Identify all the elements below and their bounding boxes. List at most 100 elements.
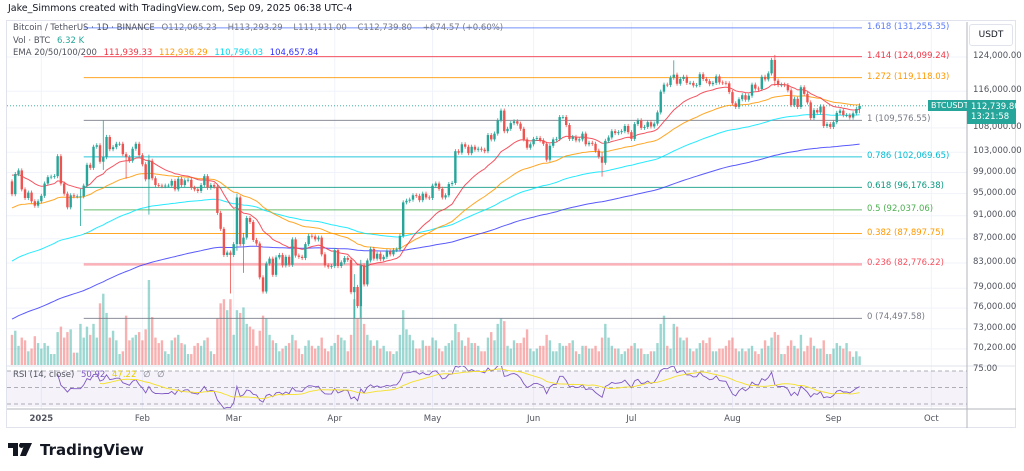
volume-bar <box>186 354 190 365</box>
candle-body <box>173 180 177 190</box>
volume-bar <box>281 348 284 365</box>
candle-body <box>186 179 190 181</box>
volume-bar <box>473 343 477 365</box>
volume-bar <box>271 340 274 365</box>
candle-body <box>480 148 483 150</box>
candle-body <box>633 124 636 139</box>
volume-bar <box>196 343 200 365</box>
candle-body <box>281 254 284 266</box>
volume-bar <box>591 348 594 365</box>
symbol-title[interactable]: Bitcoin / TetherUS · 1D · BINANCE <box>13 23 155 33</box>
candle-body <box>10 181 14 195</box>
candle-body <box>69 195 72 208</box>
volume-bar <box>796 348 799 365</box>
volume-bar <box>460 340 464 365</box>
volume-bar <box>206 337 209 365</box>
price-axis-tick: 73,000.00 <box>973 322 1017 333</box>
volume-bar <box>131 337 134 365</box>
current-price-tag: 112,739.80 13:21:58 <box>967 99 1020 124</box>
volume-bar <box>653 351 656 365</box>
candle-body <box>134 143 138 149</box>
volume-bar <box>581 345 584 365</box>
candle-body <box>786 85 790 91</box>
volume-bar <box>431 337 434 365</box>
volume-bar <box>535 348 539 365</box>
candle-body <box>578 139 581 141</box>
tradingview-logo[interactable]: TradingView <box>8 441 144 459</box>
candle-body <box>692 82 695 86</box>
candle-body <box>770 59 773 74</box>
ema-label[interactable]: EMA 20/50/100/200 <box>13 48 97 58</box>
candle-body <box>591 142 594 144</box>
volume-label[interactable]: Vol · BTC <box>13 36 51 46</box>
volume-bar <box>121 351 125 365</box>
volume-bar <box>108 337 111 365</box>
volume-bar <box>336 334 340 365</box>
candle-body <box>806 93 809 103</box>
volume-bar <box>46 345 50 365</box>
volume-bar <box>767 345 770 365</box>
volume-bar <box>53 354 56 365</box>
volume-bar <box>203 340 206 365</box>
candle-body <box>105 136 108 158</box>
volume-bar <box>587 348 591 365</box>
volume-bar <box>594 345 597 365</box>
candle-body <box>529 144 532 148</box>
volume-bar <box>353 299 356 365</box>
currency-button[interactable]: USDT <box>969 24 1013 46</box>
candle-body <box>584 133 587 145</box>
volume-bar <box>763 340 767 365</box>
candle-body <box>27 192 30 199</box>
candle-body <box>545 143 548 160</box>
symbol-price-tag: BTCUSDT <box>928 99 972 111</box>
volume-bar <box>770 337 773 365</box>
volume-bar <box>375 340 379 365</box>
candle-body <box>535 137 539 139</box>
volume-bar <box>802 351 806 365</box>
volume-bar <box>819 348 822 365</box>
candle-body <box>558 117 561 139</box>
current-price: 112,739.80 <box>971 101 1020 112</box>
volume-bar <box>675 326 679 365</box>
volume-bar <box>672 323 675 365</box>
candle-body <box>375 253 379 259</box>
candle-body <box>467 146 470 154</box>
candle-body <box>43 183 46 196</box>
volume-bar <box>261 315 265 365</box>
candle-body <box>424 193 428 198</box>
candle-body <box>450 182 454 185</box>
volume-bar <box>102 293 105 365</box>
candle-body <box>666 84 669 86</box>
close-label: C <box>357 23 364 33</box>
volume-bar <box>297 348 301 365</box>
candle-body <box>776 80 780 86</box>
volume-bar <box>714 351 718 365</box>
fib-level-label: 1.272 (119,118.03) <box>867 71 950 82</box>
candle-body <box>731 92 734 104</box>
volume-bar <box>825 354 829 365</box>
close-value: 112,739.80 <box>363 23 413 33</box>
volume-bar <box>388 351 392 365</box>
candle-body <box>98 145 102 162</box>
candle-body <box>835 112 838 123</box>
volume-bar <box>49 354 53 365</box>
volume-bar <box>799 334 803 365</box>
candle-body <box>796 98 799 107</box>
candle-body <box>304 244 307 259</box>
candle-body <box>851 113 855 118</box>
volume-bar <box>780 354 783 365</box>
candle-body <box>317 237 320 240</box>
volume-bar <box>382 345 385 365</box>
volume-bar <box>613 348 617 365</box>
volume-bar <box>574 351 578 365</box>
high-value: 113,293.29 <box>233 23 283 33</box>
candle-body <box>49 176 53 178</box>
candle-body <box>199 185 203 191</box>
rsi-label[interactable]: RSI (14, close) <box>13 370 75 380</box>
volume-bar <box>463 345 467 365</box>
volume-bar <box>773 332 777 365</box>
candle-body <box>522 128 526 140</box>
candle-body <box>222 228 226 255</box>
time-axis-label: Feb <box>134 414 150 424</box>
